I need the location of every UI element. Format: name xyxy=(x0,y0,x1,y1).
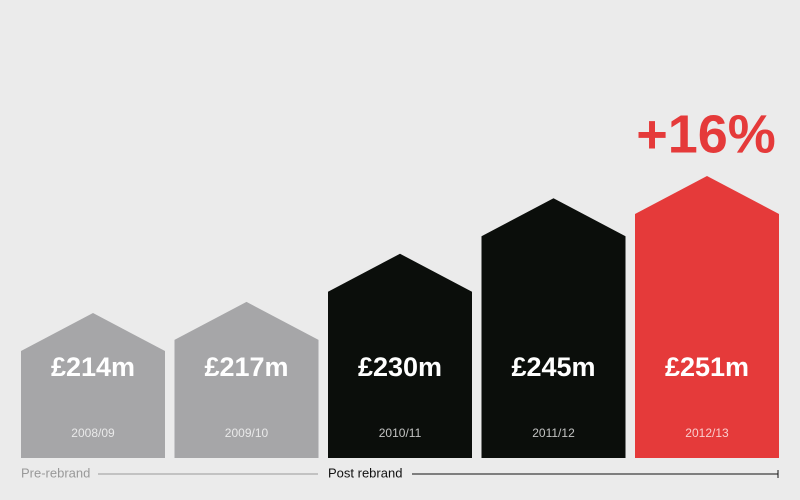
category-label: 2012/13 xyxy=(685,426,729,440)
value-label: £217m xyxy=(204,352,288,382)
value-label: £214m xyxy=(51,352,135,382)
value-label: £251m xyxy=(665,352,749,382)
category-label: 2011/12 xyxy=(532,426,575,440)
annotation: +16% xyxy=(636,104,776,164)
category-label: 2008/09 xyxy=(71,426,115,440)
house-bar xyxy=(481,198,626,458)
group-label: Pre-rebrand xyxy=(21,465,90,480)
category-label: 2010/11 xyxy=(379,426,422,440)
value-label: £230m xyxy=(358,352,442,382)
group-label: Post rebrand xyxy=(328,465,402,480)
category-label: 2009/10 xyxy=(225,426,269,440)
value-label: £245m xyxy=(511,352,595,382)
house-bar xyxy=(328,253,472,458)
house-bar xyxy=(635,176,779,458)
house-bar xyxy=(21,313,165,458)
house-bar xyxy=(174,301,319,458)
